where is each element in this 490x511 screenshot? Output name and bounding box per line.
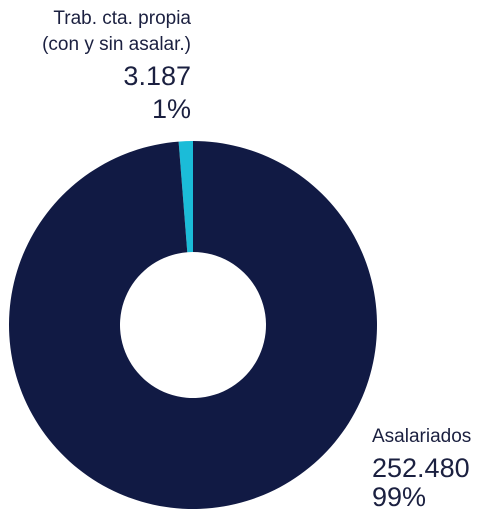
slice [9, 141, 378, 509]
percent-label: 99% [372, 482, 427, 511]
slice-label: Trab. cta. propia (con y sin asalar.) [42, 8, 191, 55]
percent-label: 1% [151, 94, 191, 124]
slice-label: Asalariados [372, 426, 472, 447]
value-label: 3.187 [123, 61, 191, 91]
value-label: 252.480 [372, 453, 470, 483]
slice [178, 141, 193, 253]
